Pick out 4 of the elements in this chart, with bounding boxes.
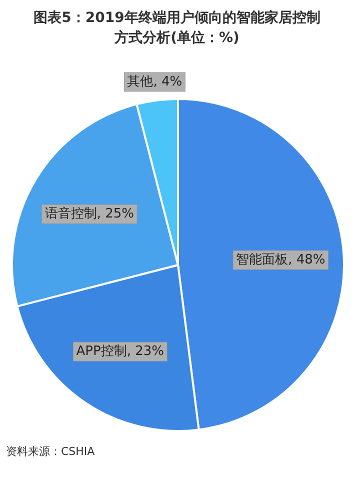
text: 资料来源：CSHIA bbox=[6, 445, 96, 458]
slice-label: 智能面板, 48% bbox=[236, 252, 326, 268]
slice-label: 语音控制, 25% bbox=[44, 206, 134, 222]
title: 图表5：2019年终端用户倾向的智能家居控制方式分析(单位：%) bbox=[34, 10, 320, 46]
